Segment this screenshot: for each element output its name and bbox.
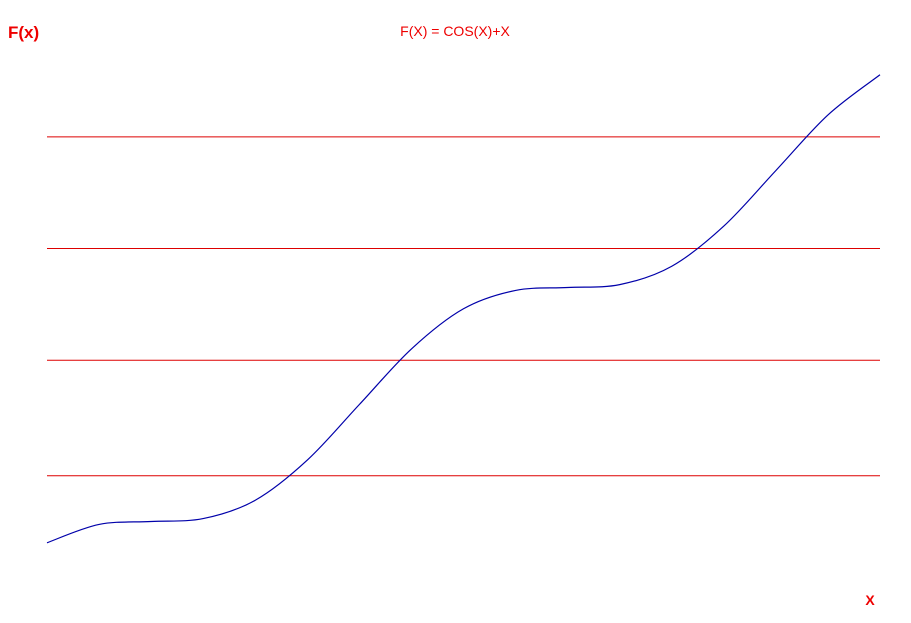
function-curve xyxy=(46,74,881,544)
y-axis-label: F(x) xyxy=(8,23,39,42)
gridlines xyxy=(47,136,880,477)
x-axis-label: X xyxy=(865,592,875,608)
chart-title: F(X) = COS(X)+X xyxy=(400,23,510,39)
